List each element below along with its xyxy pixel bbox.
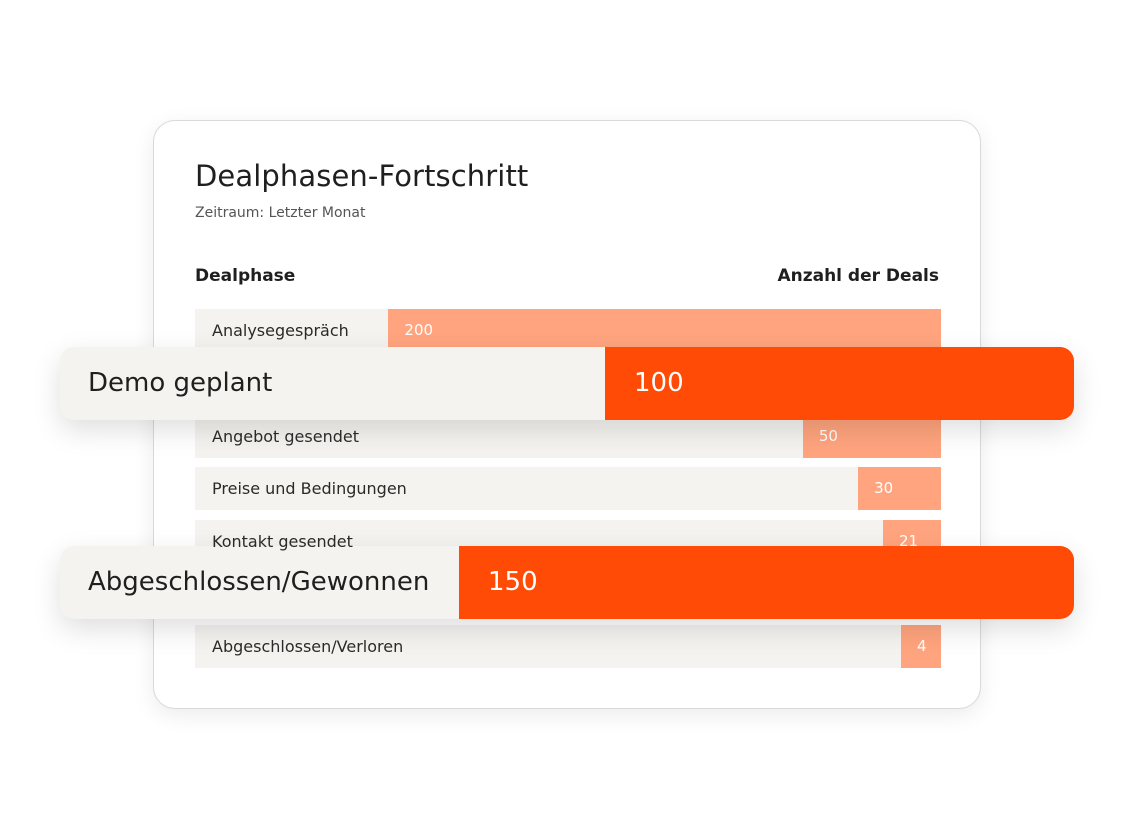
chart-subtitle: Zeitraum: Letzter Monat [195,205,366,221]
bar-category-label: Preise und Bedingungen [212,479,407,498]
bar-category-label: Angebot gesendet [212,427,359,446]
bar-row: Abgeschlossen/Verloren 4 [195,625,941,668]
bar-value-label: 4 [917,637,927,655]
bar: 4 [901,625,941,668]
highlight-bar-row-demo: Demo geplant 100 [60,347,1074,420]
bar-category-label: Analysegespräch [212,321,349,340]
bar-category-label: Kontakt gesendet [212,532,353,551]
bar-value-label: 200 [404,321,434,339]
bar-row: Analysegespräch 200 [195,309,941,352]
highlight-category-label: Demo geplant [88,368,273,398]
bar: 50 [802,415,941,458]
highlight-bar-row-won: Abgeschlossen/Gewonnen 150 [60,546,1074,619]
bar-value-label: 30 [874,479,894,497]
bar-row: Angebot gesendet 50 [195,415,941,458]
bar-value-label: 21 [898,532,919,550]
highlight-bar: 100 [605,347,1074,420]
bar-category-label: Abgeschlossen/Verloren [212,637,404,656]
highlight-category-label: Abgeschlossen/Gewonnen [88,567,430,597]
bar: 200 [388,309,941,352]
bar: 30 [858,467,941,510]
column-header-deal-count: Anzahl der Deals [777,266,939,286]
chart-title: Dealphasen-Fortschritt [195,159,529,193]
column-header-dealphase: Dealphase [195,266,296,286]
highlight-bar: 150 [459,546,1074,619]
bar-row: Preise und Bedingungen 30 [195,467,941,510]
bar-value-label: 50 [818,427,838,445]
highlight-value-label: 100 [634,368,684,398]
highlight-value-label: 150 [488,567,538,597]
